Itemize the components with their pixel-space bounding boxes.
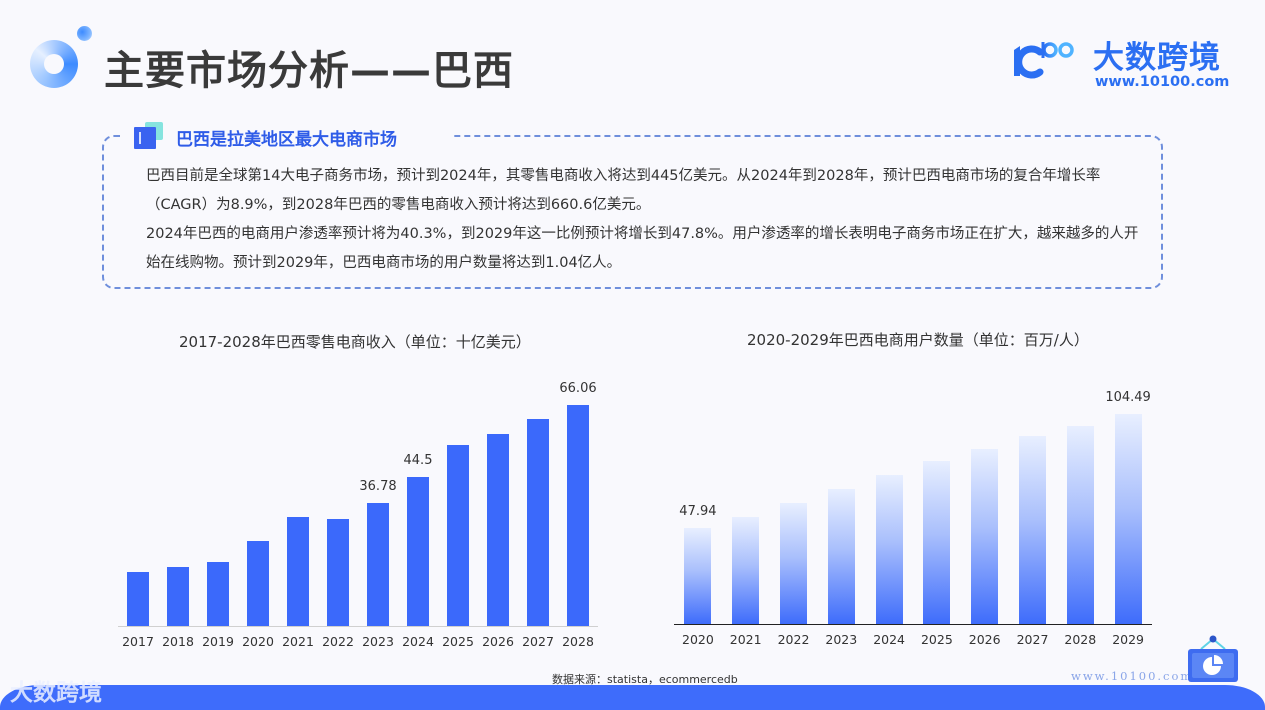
bar-2024 [875,474,903,624]
watermark-url: www.10100.com [1071,669,1194,683]
data-source: 数据来源：statista，ecommercedb [552,673,738,686]
bar-2025 [447,445,469,626]
bar-2017 [127,572,149,626]
page-title: 主要市场分析——巴西 [104,48,514,94]
bar-2027 [1019,435,1046,624]
x-tick-label: 2020 [242,634,274,649]
x-tick-label: 2022 [777,632,810,647]
bar-2025 [923,461,951,624]
info-paragraph-2: 2024年巴西的电商用户渗透率预计将为40.3%，到2029年这一比例预计将增长… [146,226,1139,271]
logo-10100-icon [1014,42,1074,79]
data-label: 66.06 [559,381,597,396]
data-label: 104.49 [1105,390,1151,405]
logo-text: 大数跨境 [1093,40,1221,76]
users-bar-chart: 2020 47.94 2021 2022 2023 2024 2025 2026 2027 202… [674,380,1152,647]
bar-2027 [527,418,549,626]
bar-2028 [567,405,589,626]
x-tick-label: 2024 [402,634,434,649]
heading-mask [122,122,452,150]
x-tick-label: 2026 [968,632,1001,647]
bar-2023 [367,502,389,626]
info-box [102,135,1163,289]
bar-2026 [971,448,999,624]
x-tick-label: 2021 [282,634,314,649]
bar-2022 [327,518,349,626]
bar-2020 [247,541,269,626]
info-body: 巴西目前是全球第14大电子商务市场，预计到2024年，其零售电商收入将达到445… [146,162,1146,278]
x-tick-label: 2025 [442,634,474,649]
x-tick-label: 2029 [1112,632,1144,647]
data-label: 44.5 [403,453,433,469]
brand-logo: 大数跨境 www.10100.com [1010,30,1235,94]
x-tick-label: 2027 [522,634,554,649]
revenue-bar-chart: 2017 2018 2019 2020 2021 2022 2023 36.78 2024 44.… [118,380,598,649]
data-label: 47.94 [679,503,717,519]
x-axis-line [118,626,598,627]
bar-2018 [167,567,189,626]
logo-url: www.10100.com [1095,74,1230,90]
bar-2029 [1114,414,1142,624]
x-tick-label: 2021 [729,632,762,647]
title-ring-icon [30,40,78,88]
info-paragraph-1: 巴西目前是全球第14大电子商务市场，预计到2024年，其零售电商收入将达到445… [146,168,1101,213]
bar-2021 [287,516,309,626]
bar-2020 [684,527,712,624]
x-axis-line [674,624,1152,625]
bar-2026 [487,433,509,626]
bar-2022 [780,503,807,624]
bar-2019 [207,562,229,626]
x-tick-label: 2020 [682,632,714,647]
x-tick-label: 2017 [122,634,154,649]
footer-band [0,685,1265,710]
bar-2021 [732,516,760,624]
x-tick-label: 2028 [1064,632,1097,647]
users-chart-title: 2020-2029年巴西电商用户数量（单位：百万/人） [747,331,1089,349]
x-tick-label: 2019 [202,634,234,649]
x-tick-label: 2024 [873,632,905,647]
revenue-chart-title: 2017-2028年巴西零售电商收入（单位：十亿美元） [179,333,531,351]
x-tick-label: 2022 [322,634,354,649]
bar-2028 [1066,426,1094,624]
x-tick-label: 2028 [562,634,594,649]
x-tick-label: 2026 [482,634,514,649]
x-tick-label: 2018 [162,634,194,649]
pie-chart-board-icon [1188,635,1238,682]
x-tick-label: 2023 [362,634,394,649]
title-dot-icon [77,26,92,41]
bar-2023 [827,488,855,624]
heading-square-icon [134,121,164,151]
data-label: 36.78 [359,478,397,494]
x-tick-label: 2027 [1016,632,1049,647]
info-heading: 巴西是拉美地区最大电商市场 [176,130,397,150]
footer-logo: 大数跨境 [10,680,102,706]
x-tick-label: 2025 [920,632,953,647]
bar-2024 [407,477,429,626]
x-tick-label: 2023 [825,632,858,647]
